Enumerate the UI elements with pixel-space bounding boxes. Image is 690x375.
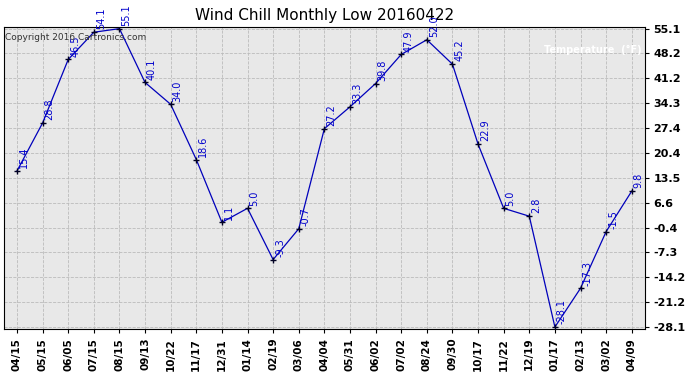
Text: 15.4: 15.4 — [19, 147, 29, 168]
Text: 40.1: 40.1 — [147, 58, 157, 80]
Text: 28.8: 28.8 — [45, 99, 55, 120]
Text: 45.2: 45.2 — [455, 40, 464, 62]
Text: -17.3: -17.3 — [582, 261, 593, 285]
Text: 46.5: 46.5 — [70, 35, 80, 57]
Text: -9.3: -9.3 — [275, 238, 285, 257]
Text: 55.1: 55.1 — [121, 4, 131, 26]
Text: Copyright 2016 Cartronics.com: Copyright 2016 Cartronics.com — [6, 33, 147, 42]
Text: 52.0: 52.0 — [428, 15, 439, 37]
Text: 47.9: 47.9 — [403, 30, 413, 52]
Text: 2.8: 2.8 — [531, 198, 541, 213]
Text: 1.1: 1.1 — [224, 204, 234, 219]
Title: Wind Chill Monthly Low 20160422: Wind Chill Monthly Low 20160422 — [195, 8, 454, 23]
Text: 34.0: 34.0 — [172, 80, 183, 102]
Text: 39.8: 39.8 — [377, 59, 388, 81]
Text: 18.6: 18.6 — [198, 135, 208, 157]
Text: 54.1: 54.1 — [96, 8, 106, 30]
Text: 9.8: 9.8 — [633, 173, 644, 188]
Text: 5.0: 5.0 — [506, 190, 515, 206]
Text: -0.7: -0.7 — [301, 207, 310, 226]
Text: 22.9: 22.9 — [480, 120, 490, 141]
Text: 5.0: 5.0 — [250, 190, 259, 206]
Text: 27.2: 27.2 — [326, 104, 336, 126]
Text: 33.3: 33.3 — [352, 82, 362, 104]
Text: -1.5: -1.5 — [608, 210, 618, 229]
Text: -28.1: -28.1 — [557, 299, 567, 324]
